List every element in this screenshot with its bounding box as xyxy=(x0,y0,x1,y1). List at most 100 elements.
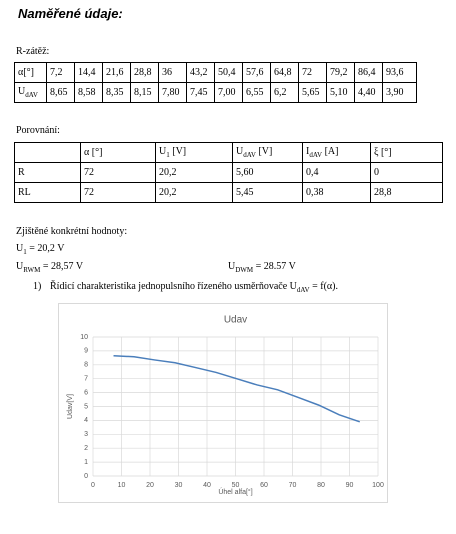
text: 79,2 xyxy=(330,67,348,78)
text: 8,58 xyxy=(78,87,96,98)
table-cell: 5,45 xyxy=(232,182,303,203)
text: 7,80 xyxy=(162,87,180,98)
text: [A] xyxy=(322,146,339,157)
subscript: DWM xyxy=(235,266,254,274)
table: α [°] U1 [V] UdAV [V] IdAV [A] ξ [°] R 72 20,2 5… xyxy=(14,142,443,203)
text: 5,60 xyxy=(236,167,254,178)
y-tick-label: 9 xyxy=(84,348,88,355)
table-cell: α [°] xyxy=(80,142,156,163)
table-cell: ξ [°] xyxy=(370,142,443,163)
subscript: dAV xyxy=(296,286,310,294)
text: 20,2 xyxy=(159,187,177,198)
table-cell: 43,2 xyxy=(186,62,215,83)
table-cell: 86,4 xyxy=(354,62,383,83)
subscript: RWM xyxy=(23,266,41,274)
table-cell: R xyxy=(14,162,81,183)
item-text: Řídicí charakteristika jednopulsního říz… xyxy=(50,281,290,292)
table-cell: 20,2 xyxy=(155,162,233,183)
text: 14,4 xyxy=(78,67,96,78)
subscript: 1 xyxy=(23,248,27,256)
list-number: 1) xyxy=(33,281,42,292)
text: α [°] xyxy=(84,147,103,158)
data-line xyxy=(113,355,361,423)
text: [V] xyxy=(255,146,273,157)
table-cell: 21,6 xyxy=(102,62,131,83)
x-tick-label: 70 xyxy=(289,482,297,489)
table-cell: 3,90 xyxy=(382,82,417,103)
value-line: U1 = 20,2 V xyxy=(16,243,64,256)
text: 0,4 xyxy=(306,167,319,178)
x-tick-label: 10 xyxy=(118,482,126,489)
subscript: dAV xyxy=(309,151,323,159)
subscript: 1 xyxy=(166,151,170,159)
table-cell: 72 xyxy=(298,62,327,83)
table-cell: IdAV [A] xyxy=(302,142,371,163)
text: 8,15 xyxy=(134,87,152,98)
text: 0,38 xyxy=(306,187,324,198)
table-cell: 0 xyxy=(370,162,443,183)
text: 86,4 xyxy=(358,67,376,78)
text: 7,2 xyxy=(50,67,63,78)
symbol: U xyxy=(16,261,24,272)
y-tick-label: 5 xyxy=(84,403,88,410)
table-row: RL 72 20,2 5,45 0,38 28,8 xyxy=(14,182,443,203)
text: 43,2 xyxy=(190,67,208,78)
table-cell: 7,2 xyxy=(46,62,75,83)
table: α[°] 7,2 14,4 21,6 28,8 36 43,2 50,4 57,6 64,8 72 7… xyxy=(14,62,417,103)
table-cell: UdAV [V] xyxy=(232,142,303,163)
table-cell xyxy=(14,142,81,163)
symbol: I xyxy=(306,146,310,157)
text: 7,45 xyxy=(190,87,208,98)
text: = f(α). xyxy=(309,281,338,292)
symbol: U xyxy=(16,243,24,254)
table-cell: 14,4 xyxy=(74,62,103,83)
text: 6,55 xyxy=(246,87,264,98)
x-tick-label: 0 xyxy=(91,482,95,489)
x-tick-label: 60 xyxy=(260,482,268,489)
table-cell: 0,38 xyxy=(302,182,371,203)
y-tick-label: 0 xyxy=(84,473,88,480)
table-cell: 5,65 xyxy=(298,82,327,103)
symbol: U xyxy=(159,146,167,157)
table-cell: U1 [V] xyxy=(155,142,233,163)
text: 6,2 xyxy=(274,87,287,98)
text: 72 xyxy=(84,167,94,178)
text: 72 xyxy=(84,187,94,198)
table-cell: 57,6 xyxy=(242,62,271,83)
symbol: U xyxy=(289,281,297,292)
text: 7,00 xyxy=(218,87,236,98)
table-cell: 8,58 xyxy=(74,82,103,103)
table-cell: 6,2 xyxy=(270,82,299,103)
table-cell: 50,4 xyxy=(214,62,243,83)
value-line: UDWM = 28.57 V xyxy=(228,261,296,274)
table-cell: 79,2 xyxy=(326,62,355,83)
table-row: UdAV 8,65 8,58 8,35 8,15 7,80 7,45 7,00 6,55 6,2 5… xyxy=(14,82,417,103)
table-cell: 6,55 xyxy=(242,82,271,103)
subscript: dAV xyxy=(243,151,256,159)
text: 20,2 xyxy=(159,167,177,178)
text: [V] xyxy=(169,146,187,157)
text: 8,35 xyxy=(106,87,124,98)
chart-title: Udav xyxy=(224,315,247,326)
table-cell: 72 xyxy=(80,182,156,203)
table-cell: α[°] xyxy=(14,62,47,83)
text: 5,10 xyxy=(330,87,348,98)
list-item: Řídicí charakteristika jednopulsního říz… xyxy=(50,281,338,294)
text: = 28,57 V xyxy=(40,261,84,272)
heading: Zjištěné konkrétní hodnoty: xyxy=(16,226,128,237)
text: 64,8 xyxy=(274,67,292,78)
symbol: U xyxy=(228,261,236,272)
table-cell: 8,65 xyxy=(46,82,75,103)
text: 28,8 xyxy=(374,187,392,198)
table-cell: 64,8 xyxy=(270,62,299,83)
table-cell: 7,80 xyxy=(158,82,187,103)
y-axis-label: Udav[V] xyxy=(67,394,74,419)
table-wrap: α [°] U1 [V] UdAV [V] IdAV [A] ξ [°] R 72 20,2 5… xyxy=(14,142,443,203)
heading: R-zátěž: xyxy=(16,46,50,57)
chart-frame xyxy=(58,303,388,503)
table-cell: 8,35 xyxy=(102,82,131,103)
table-cell: 36 xyxy=(158,62,187,83)
text: 0 xyxy=(374,167,379,178)
table-cell: 93,6 xyxy=(382,62,417,83)
